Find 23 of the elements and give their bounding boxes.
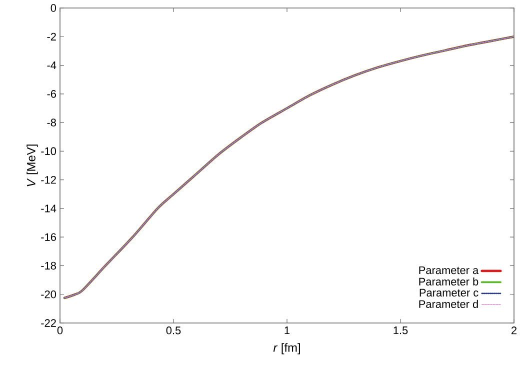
x-tick-label: 1 xyxy=(284,326,290,334)
y-tick-label: -10 xyxy=(41,147,56,156)
y-tick-label: 0 xyxy=(50,4,56,12)
x-tick-label: 2 xyxy=(512,326,517,334)
y-tick-label: -2 xyxy=(47,32,56,40)
y-tick-label: -8 xyxy=(47,118,56,126)
x-tick-label: 0.5 xyxy=(166,326,181,334)
legend-label: Parameter c xyxy=(420,288,478,297)
x-tick-label: 1.5 xyxy=(394,326,408,334)
y-tick-label: -6 xyxy=(47,90,56,98)
legend-label: Parameter b xyxy=(419,277,478,286)
y-tick-label: -4 xyxy=(47,62,56,70)
legend-label: Parameter d xyxy=(419,300,478,308)
x-tick-label: 0 xyxy=(57,326,63,334)
y-axis-title: V [MeV] xyxy=(26,144,38,186)
y-tick-label: -22 xyxy=(41,319,56,327)
y-tick-label: -12 xyxy=(41,176,56,184)
y-tick-label: -16 xyxy=(41,233,56,241)
legend-label: Parameter a xyxy=(419,266,479,274)
x-axis-title: r [fm] xyxy=(273,343,300,354)
y-tick-label: -14 xyxy=(41,204,56,212)
y-tick-label: -20 xyxy=(41,290,56,298)
y-tick-label: -18 xyxy=(41,262,56,270)
